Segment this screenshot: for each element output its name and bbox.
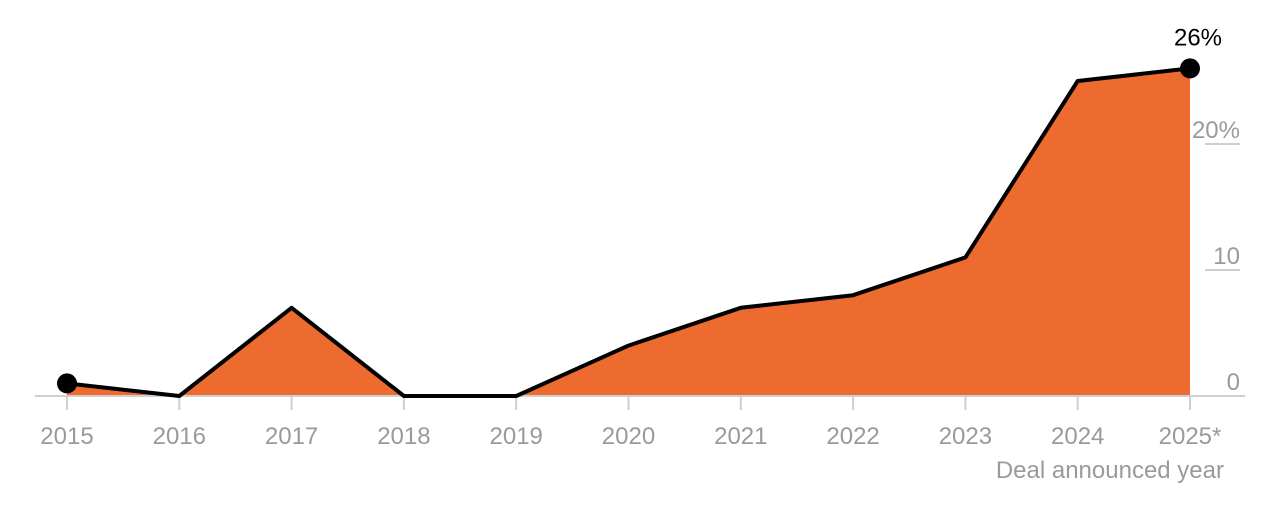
point-markers: 26% xyxy=(57,24,1222,394)
line-series xyxy=(66,66,1191,398)
x-tick-label: 2024 xyxy=(1051,423,1104,450)
x-axis-label: Deal announced year xyxy=(996,457,1224,484)
y-tick-labels: 0 10 20% xyxy=(1192,117,1240,396)
y-tick-label: 20% xyxy=(1192,117,1240,144)
x-axis-baseline xyxy=(35,395,1245,410)
x-tick-label: 2016 xyxy=(153,423,206,450)
x-tick-label: 2018 xyxy=(377,423,430,450)
x-tick-label: 2017 xyxy=(265,423,318,450)
x-tick-label: 2023 xyxy=(939,423,992,450)
x-tick-label: 2020 xyxy=(602,423,655,450)
x-tick-label: 2019 xyxy=(490,423,543,450)
y-tick-label: 10 xyxy=(1213,243,1240,270)
x-tick-label: 2021 xyxy=(714,423,767,450)
gridlines xyxy=(1205,143,1240,271)
x-tick-label: 2022 xyxy=(826,423,879,450)
y-tick-label: 0 xyxy=(1227,369,1240,396)
point-marker xyxy=(57,373,77,394)
point-marker xyxy=(1180,58,1200,79)
data-label: 26% xyxy=(1174,24,1222,51)
x-tick-label: 2015 xyxy=(40,423,93,450)
x-tick-label: 2025* xyxy=(1159,423,1222,450)
x-tick-labels: 2015 2016 2017 2018 2019 2020 2021 2022 2023 2024… xyxy=(40,423,1221,450)
area-series xyxy=(67,68,1190,397)
